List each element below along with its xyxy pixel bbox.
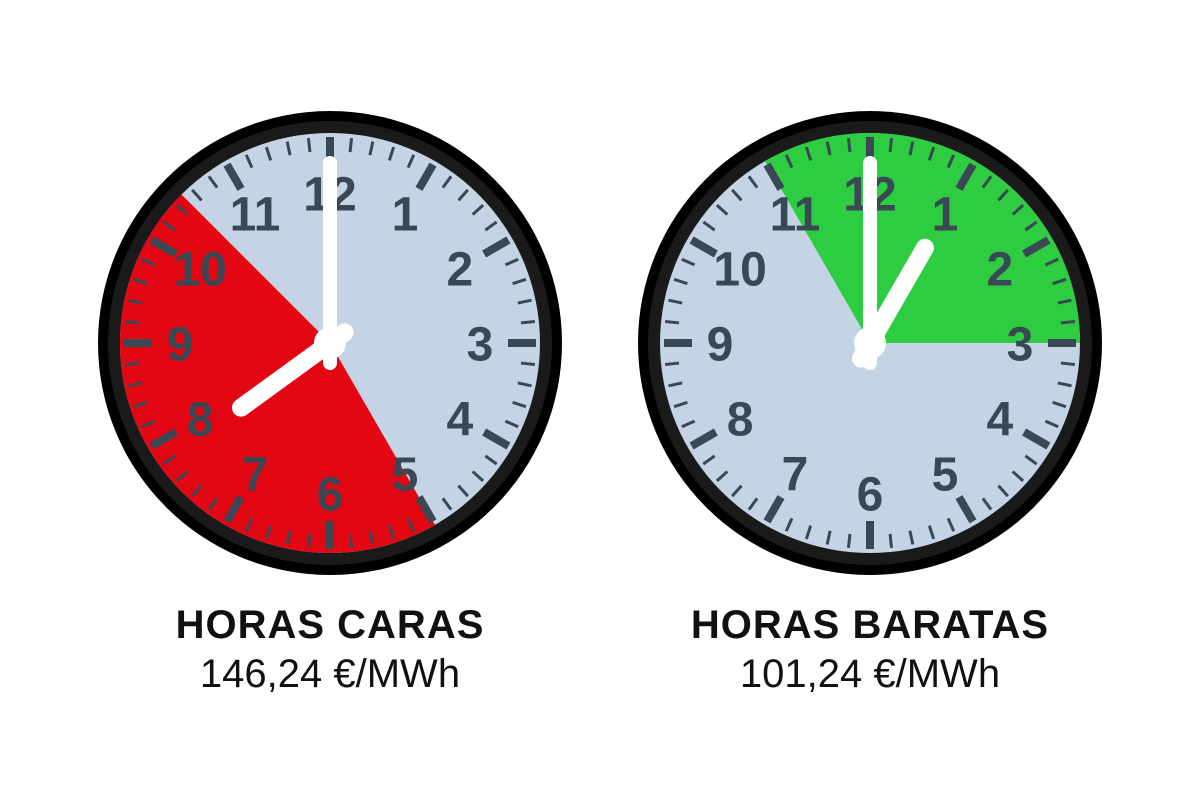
- svg-text:4: 4: [987, 394, 1014, 447]
- svg-text:2: 2: [987, 244, 1014, 297]
- svg-text:10: 10: [173, 244, 226, 297]
- svg-text:7: 7: [242, 448, 269, 501]
- svg-text:10: 10: [713, 244, 766, 297]
- svg-text:2: 2: [447, 244, 474, 297]
- expensive-title: HORAS CARAS: [176, 603, 485, 648]
- cheap-hours-panel: 123456789101112 HORAS BARATAS 101,24 €/M…: [630, 103, 1110, 697]
- svg-text:5: 5: [932, 448, 959, 501]
- svg-text:5: 5: [392, 448, 419, 501]
- svg-text:6: 6: [857, 469, 884, 522]
- expensive-price: 146,24 €/MWh: [200, 652, 460, 697]
- svg-text:1: 1: [932, 189, 959, 242]
- svg-text:9: 9: [707, 319, 734, 372]
- expensive-hours-panel: 123456789101112 HORAS CARAS 146,24 €/MWh: [90, 103, 570, 697]
- svg-text:3: 3: [1007, 319, 1034, 372]
- clock-expensive: 123456789101112: [90, 103, 570, 583]
- cheap-title: HORAS BARATAS: [691, 603, 1049, 648]
- svg-text:6: 6: [317, 469, 344, 522]
- svg-text:11: 11: [770, 189, 821, 242]
- svg-text:7: 7: [782, 448, 809, 501]
- svg-text:8: 8: [187, 394, 214, 447]
- clock-cheap: 123456789101112: [630, 103, 1110, 583]
- cheap-price: 101,24 €/MWh: [740, 652, 1000, 697]
- svg-text:3: 3: [467, 319, 494, 372]
- svg-text:1: 1: [392, 189, 419, 242]
- svg-text:9: 9: [167, 319, 194, 372]
- svg-text:4: 4: [447, 394, 474, 447]
- svg-text:8: 8: [727, 394, 754, 447]
- svg-text:11: 11: [230, 189, 281, 242]
